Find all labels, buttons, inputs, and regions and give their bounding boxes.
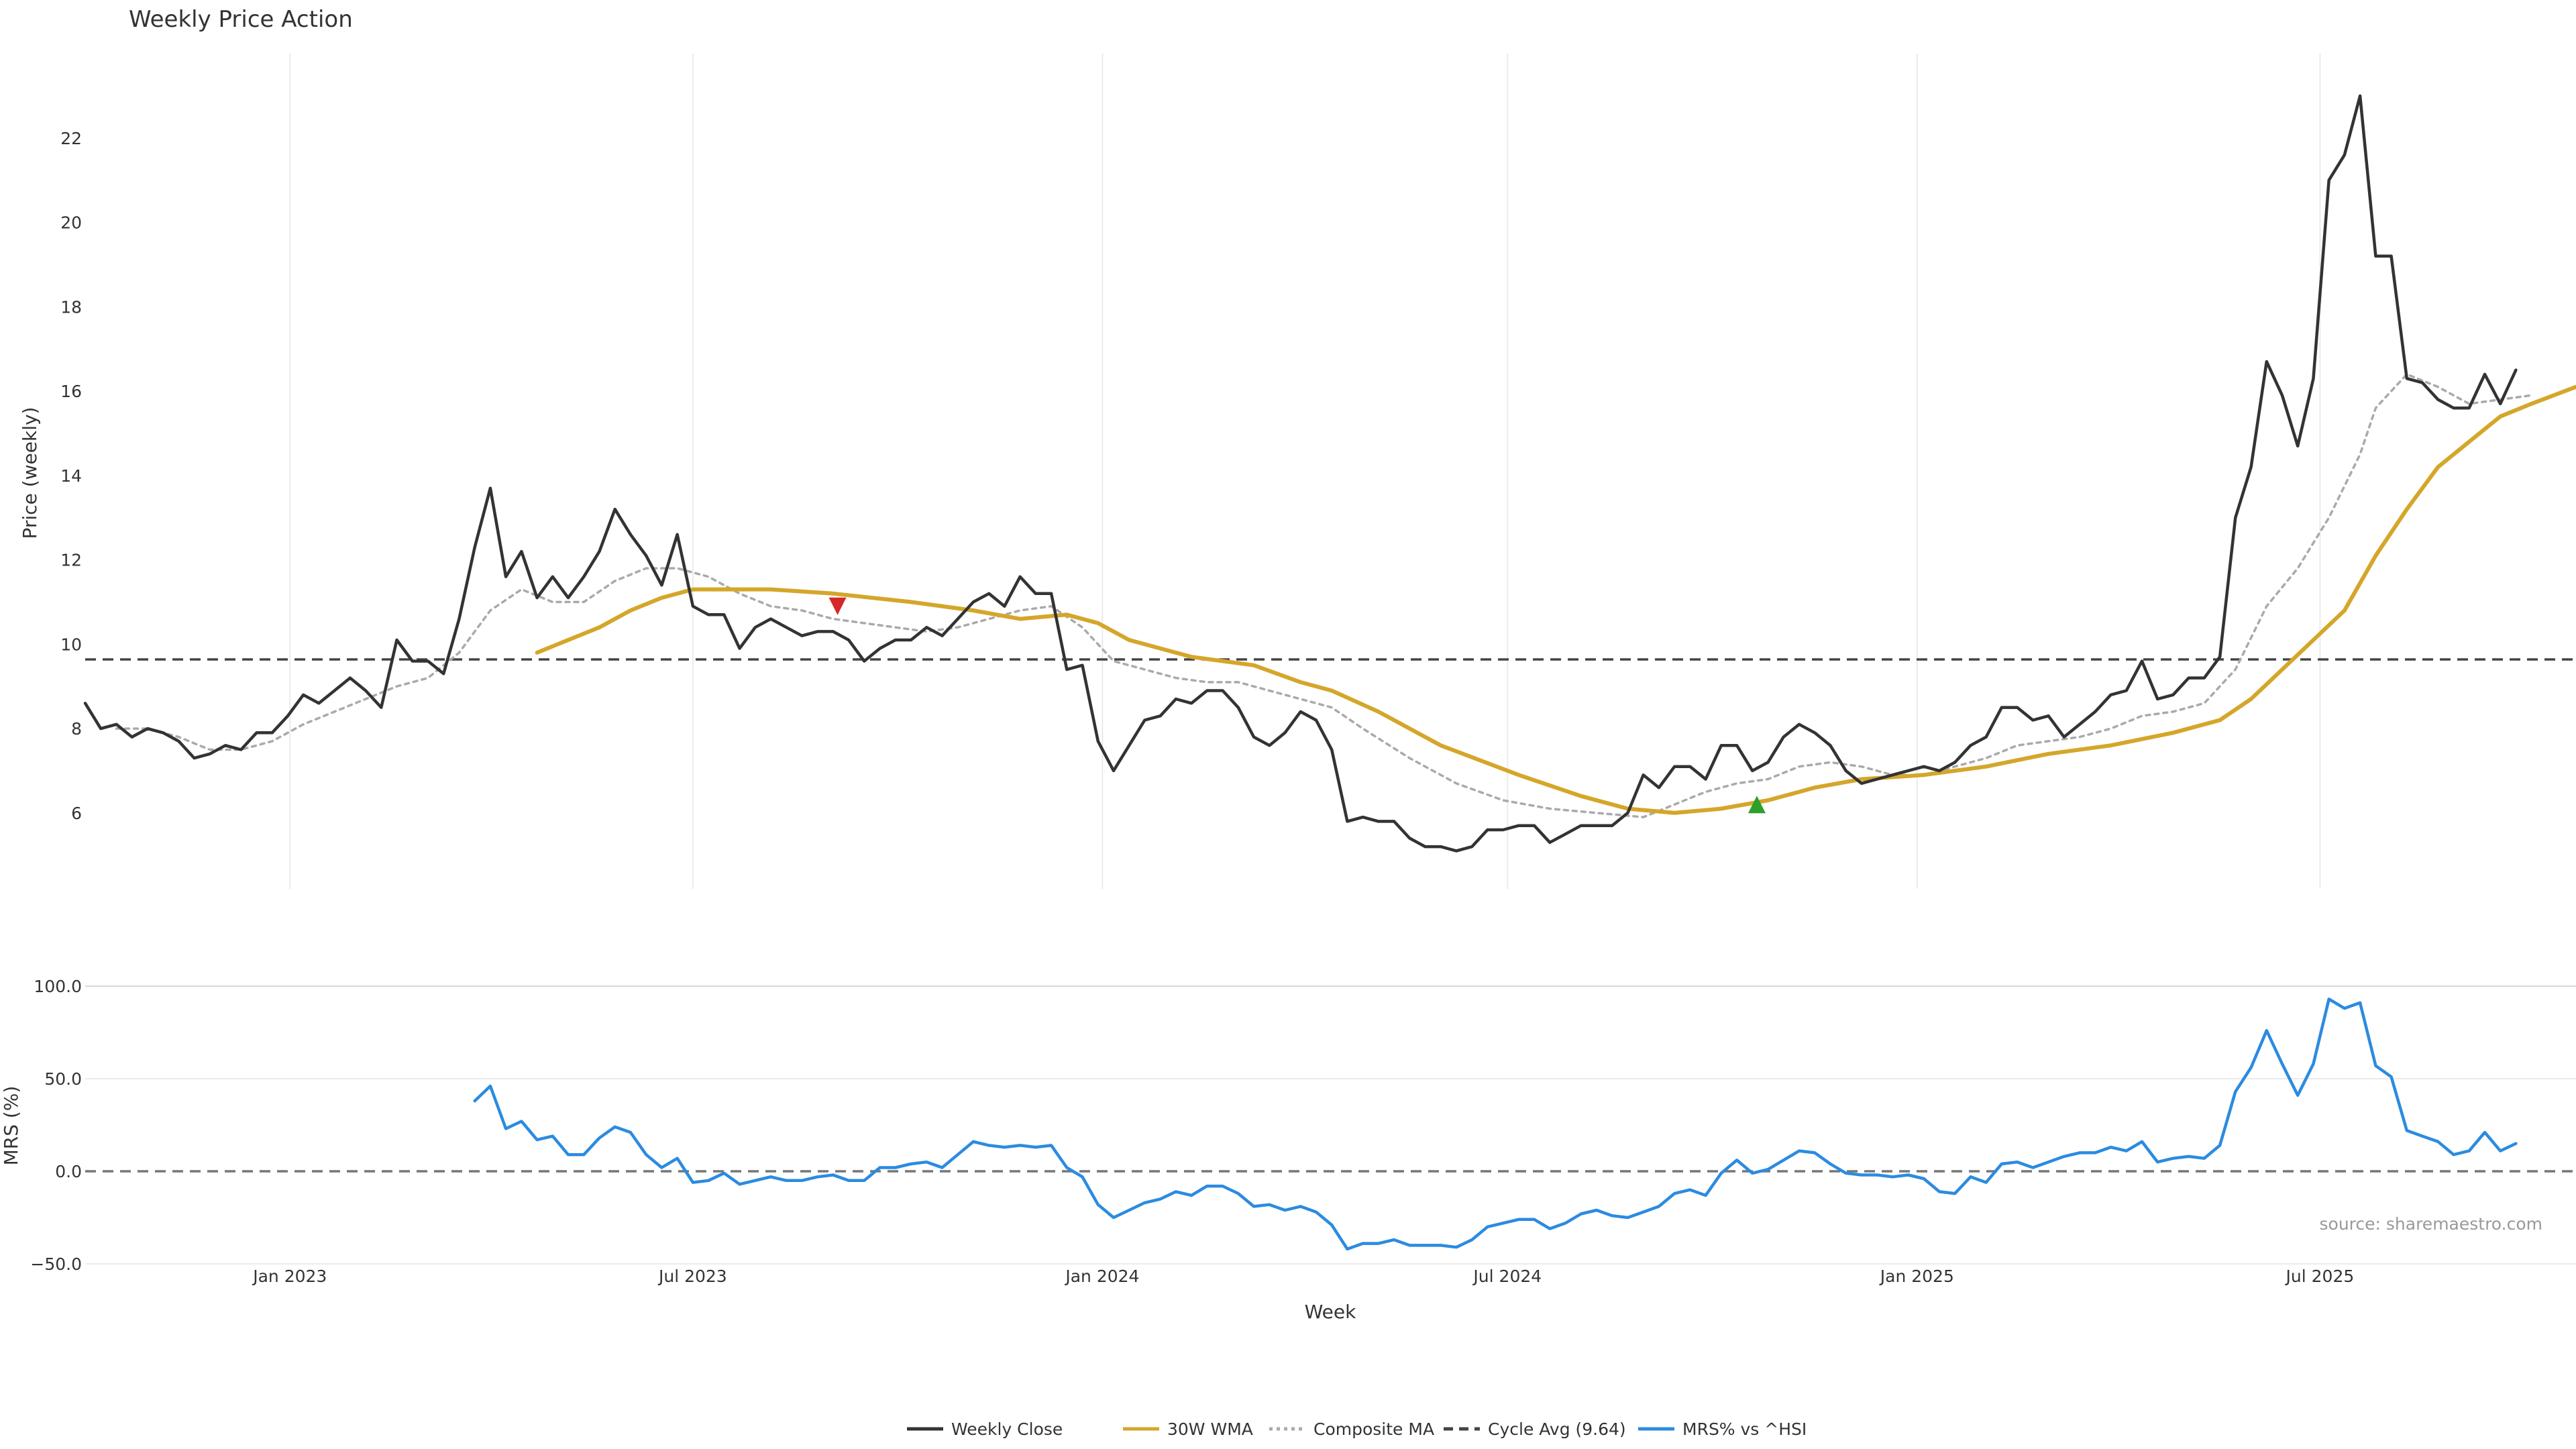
price-y-tick-label: 8: [71, 719, 82, 739]
price-y-tick-label: 10: [60, 635, 82, 654]
price-y-axis-label: Price (weekly): [19, 407, 41, 539]
signal-markers: [828, 597, 1766, 814]
mrs-line: [473, 998, 2518, 1251]
weekly-close-line: [83, 94, 2518, 853]
composite-ma-line: [115, 373, 2533, 818]
price-y-tick-label: 16: [60, 382, 82, 401]
price-y-tick-label: 6: [71, 804, 82, 823]
sell-signal-marker: [828, 597, 847, 615]
price-y-tick-label: 18: [60, 297, 82, 317]
legend-label: Cycle Avg (9.64): [1488, 1419, 1626, 1439]
mrs-y-tick-label: 50.0: [44, 1069, 82, 1089]
mrs-y-tick-label: −50.0: [30, 1254, 82, 1274]
mrs-y-tick-label: 100.0: [34, 977, 82, 996]
legend-label: Weekly Close: [951, 1419, 1063, 1439]
source-note: source: sharemaestro.com: [2320, 1214, 2543, 1234]
price-y-tick-label: 12: [60, 551, 82, 570]
wma-30w-line: [535, 384, 2576, 815]
x-tick-label: Jul 2025: [2285, 1267, 2355, 1286]
price-y-ticks: 6 8 10 12 14 16 18 20 22: [60, 129, 82, 823]
x-tick-label: Jan 2025: [1879, 1267, 1954, 1286]
mrs-y-axis-label: MRS (%): [0, 1086, 22, 1166]
x-tick-label: Jan 2024: [1064, 1267, 1139, 1286]
legend-label: 30W WMA: [1167, 1419, 1253, 1439]
legend-label: MRS% vs ^HSI: [1682, 1419, 1807, 1439]
x-axis-label: Week: [1305, 1301, 1356, 1323]
price-y-tick-label: 14: [60, 466, 82, 486]
price-grid: [289, 54, 2321, 889]
price-series-layer: [83, 94, 2576, 853]
x-tick-label: Jul 2023: [657, 1267, 727, 1286]
mrs-y-ticks: 100.0 50.0 0.0 −50.0: [30, 977, 82, 1274]
x-tick-label: Jul 2024: [1472, 1267, 1542, 1286]
mrs-y-tick-label: 0.0: [55, 1162, 82, 1181]
legend: Weekly Close 30W WMA Composite MA Cycle Avg…: [907, 1419, 1807, 1439]
mrs-series-layer: [85, 998, 2576, 1251]
chart-title: Weekly Price Action: [129, 6, 353, 33]
legend-label: Composite MA: [1313, 1419, 1434, 1439]
price-y-tick-label: 22: [60, 129, 82, 148]
mrs-grid: [85, 985, 2576, 1265]
x-tick-label: Jan 2023: [252, 1267, 327, 1286]
price-y-tick-label: 20: [60, 213, 82, 233]
buy-signal-marker: [1748, 796, 1766, 814]
x-ticks: Jan 2023 Jul 2023 Jan 2024 Jul 2024 Jan 2025…: [252, 1267, 2354, 1286]
